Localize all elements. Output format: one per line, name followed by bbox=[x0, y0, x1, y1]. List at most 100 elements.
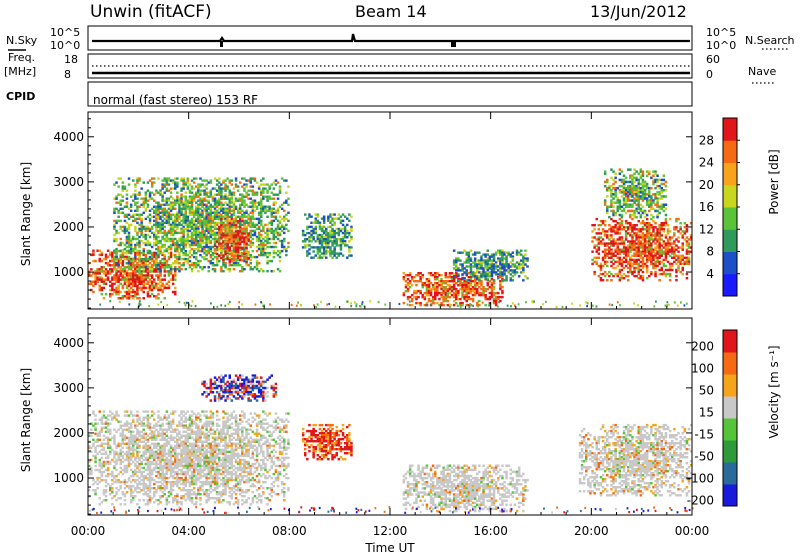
power-cell bbox=[503, 273, 506, 276]
power-cell bbox=[174, 292, 177, 296]
power-cell bbox=[260, 193, 263, 196]
power-cell bbox=[612, 242, 615, 245]
power-cell bbox=[631, 174, 634, 177]
power-cell bbox=[490, 286, 494, 289]
power-cell bbox=[215, 259, 219, 263]
power-cell bbox=[201, 249, 204, 253]
power-cell bbox=[98, 270, 101, 273]
power-cell bbox=[637, 246, 640, 249]
power-cell bbox=[171, 179, 175, 182]
power-cell bbox=[115, 197, 118, 200]
power-cell bbox=[203, 193, 206, 196]
power-cell bbox=[476, 259, 479, 262]
power-cell bbox=[123, 247, 127, 251]
power-cell bbox=[499, 269, 502, 272]
power-cell bbox=[199, 253, 202, 257]
power-cell bbox=[499, 299, 502, 303]
power-cell bbox=[343, 242, 347, 245]
power-cell bbox=[92, 272, 95, 275]
power-cell bbox=[127, 217, 131, 221]
power-cell bbox=[603, 256, 607, 259]
power-cell bbox=[683, 226, 687, 229]
power-cell bbox=[115, 280, 118, 283]
power-speckle bbox=[109, 300, 112, 303]
power-speckle bbox=[481, 301, 484, 304]
power-cell bbox=[677, 266, 680, 270]
power-cell bbox=[599, 266, 603, 270]
power-cell bbox=[635, 207, 638, 211]
power-cell bbox=[308, 213, 311, 216]
power-cell bbox=[211, 231, 215, 235]
power-cell bbox=[463, 249, 466, 252]
power-cell bbox=[278, 205, 282, 208]
power-cell bbox=[150, 255, 154, 259]
power-cell bbox=[142, 201, 145, 204]
power-cell bbox=[612, 220, 615, 223]
power-cell bbox=[278, 239, 282, 243]
power-cell bbox=[603, 260, 607, 264]
power-cell bbox=[629, 248, 632, 251]
power-cell bbox=[505, 259, 508, 262]
power-cell bbox=[119, 241, 122, 245]
velocity-cell bbox=[94, 491, 97, 494]
power-cell bbox=[490, 271, 494, 274]
power-cell bbox=[499, 249, 502, 252]
power-cell bbox=[203, 235, 206, 239]
power-cell bbox=[648, 224, 651, 227]
power-cell bbox=[503, 267, 506, 270]
power-cell bbox=[153, 284, 156, 288]
power-cell bbox=[144, 199, 148, 202]
power-cell bbox=[119, 219, 122, 223]
power-cell bbox=[169, 245, 173, 249]
power-cell bbox=[146, 276, 150, 279]
power-cell bbox=[211, 221, 215, 225]
power-speckle bbox=[295, 304, 298, 307]
power-cell bbox=[138, 241, 141, 245]
power-cell bbox=[492, 282, 496, 285]
power-cell bbox=[182, 205, 185, 208]
power-speckle bbox=[99, 303, 102, 306]
power-cell bbox=[218, 199, 221, 202]
power-cell bbox=[639, 228, 643, 231]
power-cell bbox=[325, 229, 328, 233]
power-cell bbox=[215, 213, 219, 216]
power-cell bbox=[325, 244, 328, 247]
power-cell bbox=[190, 191, 194, 194]
power-cell bbox=[213, 241, 217, 245]
power-cell bbox=[276, 219, 280, 223]
power-cell bbox=[125, 284, 129, 288]
power-cell bbox=[509, 277, 512, 280]
power-cell bbox=[627, 279, 630, 282]
power-cell bbox=[203, 255, 206, 259]
power-cell bbox=[612, 209, 615, 213]
power-cell bbox=[431, 286, 435, 289]
power-cell bbox=[327, 219, 330, 222]
power-cell bbox=[645, 254, 649, 257]
power-cell bbox=[123, 282, 127, 286]
power-cell bbox=[132, 274, 135, 277]
power-cell bbox=[633, 184, 636, 188]
power-cell bbox=[652, 248, 655, 251]
power-cell bbox=[448, 284, 452, 287]
power-cell bbox=[144, 270, 148, 273]
power-cell bbox=[635, 209, 638, 213]
power-cell bbox=[192, 237, 196, 241]
power-cell bbox=[278, 219, 282, 223]
power-cell bbox=[318, 238, 322, 241]
power-cell bbox=[205, 183, 208, 186]
power-cell bbox=[243, 232, 246, 235]
power-cell bbox=[215, 205, 219, 208]
power-cell bbox=[660, 205, 663, 208]
power-cell bbox=[239, 215, 242, 218]
power-cell bbox=[224, 195, 227, 198]
power-cell bbox=[501, 251, 504, 254]
power-cell bbox=[488, 295, 492, 299]
power-cell bbox=[165, 215, 169, 218]
power-cell bbox=[285, 179, 288, 182]
power-cell bbox=[595, 248, 598, 251]
power-cell bbox=[163, 262, 166, 265]
power-cell bbox=[142, 203, 145, 206]
power-cell bbox=[132, 280, 135, 283]
power-cell bbox=[195, 201, 198, 204]
power-cell bbox=[639, 277, 643, 280]
